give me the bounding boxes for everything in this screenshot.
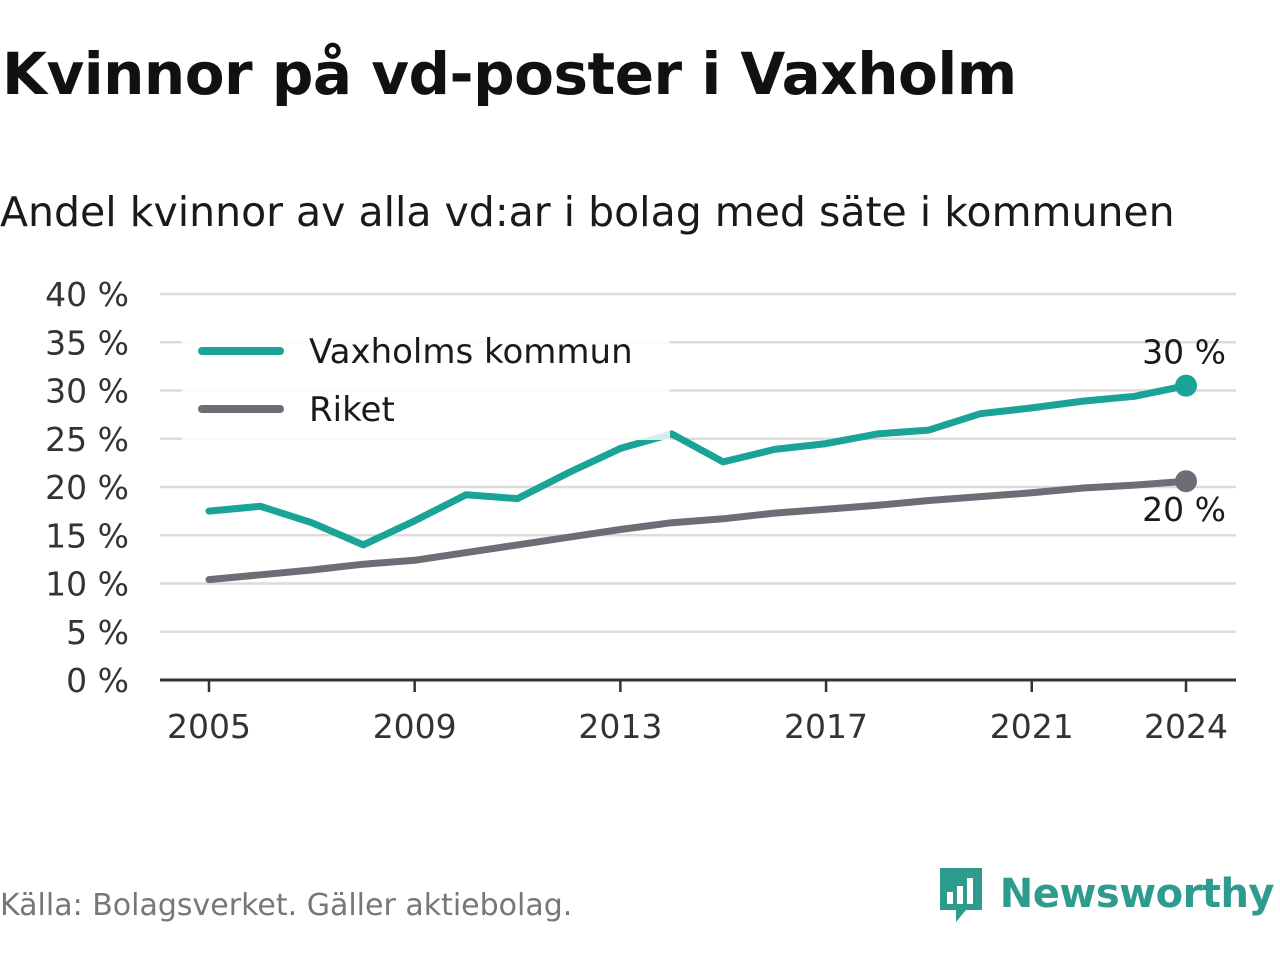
x-tick-label: 2017 [784,707,868,746]
y-tick-label: 0 % [66,661,129,700]
end-point-marker [1175,470,1197,493]
x-tick-label: 2005 [167,707,251,746]
y-tick-label: 15 % [45,516,129,555]
x-axis-ticks: 2005 2009 2013 2017 2021 2024 [167,680,1228,746]
legend-background [182,322,670,440]
brand-name: Newsworthy [999,871,1275,917]
end-point-marker [1175,374,1197,397]
y-tick-label: 20 % [45,468,129,507]
series-line-riket [205,477,1190,584]
end-labels: 30 % 20 % [1142,333,1226,530]
x-tick-label: 2009 [373,707,457,746]
source-note: Källa: Bolagsverket. Gäller aktiebolag. [0,888,573,923]
x-tick-label: 2024 [1144,707,1228,746]
chart-title: Kvinnor på vd-poster i Vaxholm [2,40,1017,108]
y-tick-label: 40 % [45,275,129,314]
legend: Vaxholms kommun Riket [182,322,670,440]
series-lines [205,382,1190,584]
x-tick-label: 2013 [578,707,662,746]
x-tick-label: 2021 [990,707,1074,746]
brand-logo: Newsworthy [936,864,1275,924]
end-value-label: 20 % [1142,490,1226,529]
y-axis-ticks: 0 % 5 % 10 % 15 % 20 % 25 % 30 % 35 % 40 % [45,275,129,700]
series-line-vaxholms-kommun [205,382,1190,549]
y-tick-label: 35 % [45,323,129,362]
y-tick-label: 30 % [45,372,129,411]
y-tick-label: 25 % [45,420,129,459]
legend-label: Vaxholms kommun [309,332,633,372]
y-tick-label: 10 % [45,565,129,604]
end-value-label: 30 % [1142,333,1226,372]
line-chart: 0 %5 %10 %15 %20 %25 %30 %35 %40 % 2005 2… [45,275,1236,746]
legend-label: Riket [309,390,395,430]
newsworthy-logo-icon [939,868,982,922]
y-tick-label: 5 % [66,613,129,652]
chart-subtitle: Andel kvinnor av alla vd:ar i bolag med … [0,188,1175,236]
